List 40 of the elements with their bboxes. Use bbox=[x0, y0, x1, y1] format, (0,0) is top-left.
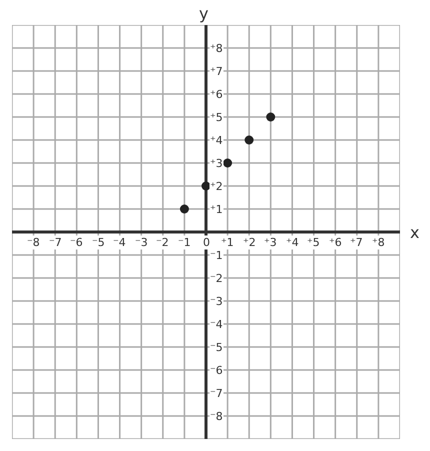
x-tick-label: ⁻7 bbox=[49, 236, 62, 249]
y-tick-label: ⁻6 bbox=[210, 364, 223, 377]
y-tick-label: ⁺6 bbox=[210, 88, 223, 101]
y-tick-label: ⁺7 bbox=[210, 65, 223, 78]
y-tick-label: ⁻8 bbox=[210, 410, 223, 423]
x-tick-label: ⁻6 bbox=[70, 236, 83, 249]
y-tick-label: ⁺4 bbox=[210, 134, 223, 147]
y-tick-label: ⁻1 bbox=[210, 249, 223, 262]
x-tick-label: ⁺1 bbox=[221, 236, 234, 249]
y-tick-label: ⁺3 bbox=[210, 157, 223, 170]
x-tick-label: ⁺6 bbox=[329, 236, 342, 249]
x-axis-title: x bbox=[410, 223, 420, 242]
y-tick-label: ⁻5 bbox=[210, 341, 223, 354]
x-tick-label: ⁻8 bbox=[27, 236, 40, 249]
y-tick-label: ⁺8 bbox=[210, 42, 223, 55]
x-tick-label: ⁻4 bbox=[113, 236, 126, 249]
point bbox=[202, 182, 210, 190]
x-tick-label: ⁻3 bbox=[135, 236, 148, 249]
y-tick-label: ⁻4 bbox=[210, 318, 223, 331]
y-tick-label: ⁻3 bbox=[210, 295, 223, 308]
x-tick-label: ⁺5 bbox=[307, 236, 320, 249]
x-tick-label: ⁺7 bbox=[350, 236, 363, 249]
x-tick-label: ⁻2 bbox=[156, 236, 169, 249]
x-tick-label: ⁺4 bbox=[286, 236, 299, 249]
y-tick-label: ⁺2 bbox=[210, 180, 223, 193]
x-tick-label: ⁺2 bbox=[243, 236, 256, 249]
x-tick-label: ⁺8 bbox=[372, 236, 385, 249]
y-tick-label: ⁺5 bbox=[210, 111, 223, 124]
y-tick-label: ⁺1 bbox=[210, 203, 223, 216]
point bbox=[244, 136, 254, 144]
point bbox=[180, 204, 189, 214]
y-tick-label: ⁻2 bbox=[210, 272, 223, 285]
y-tick-label: ⁻7 bbox=[210, 387, 223, 400]
x-tick-label: ⁻1 bbox=[178, 236, 191, 249]
x-tick-label: 0 bbox=[203, 236, 210, 249]
point bbox=[266, 112, 276, 122]
x-tick-label: ⁺3 bbox=[264, 236, 277, 249]
x-tick-label: ⁻5 bbox=[92, 236, 105, 249]
y-axis-title: y bbox=[199, 4, 208, 23]
point bbox=[223, 158, 232, 168]
